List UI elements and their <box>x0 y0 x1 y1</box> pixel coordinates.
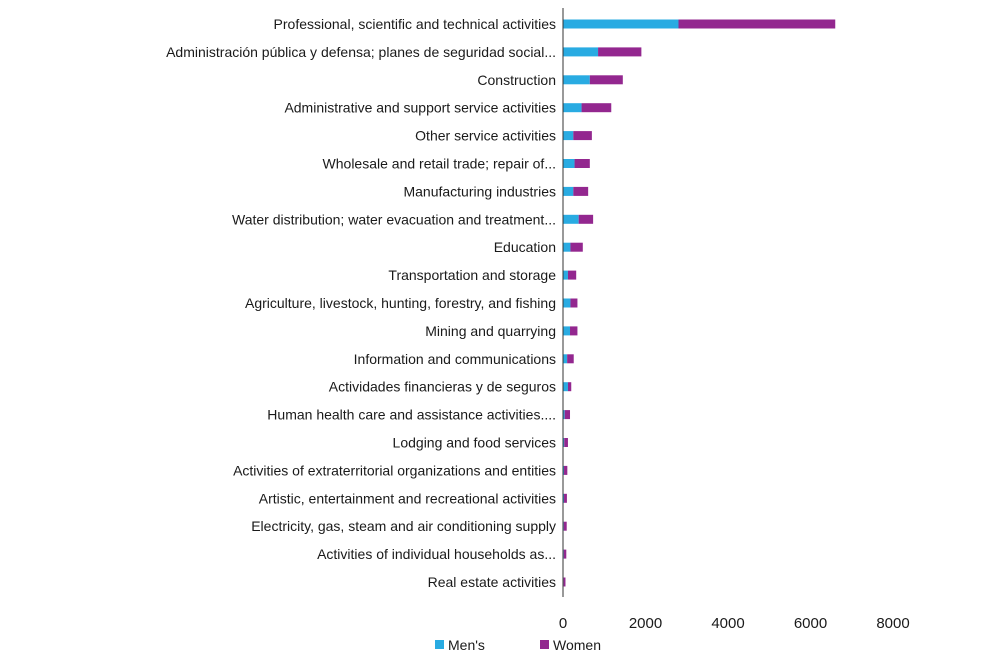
bar-women <box>589 75 623 85</box>
bar-men <box>563 410 565 420</box>
bar-men <box>563 103 582 113</box>
bar-women <box>563 577 566 587</box>
bar-men <box>563 159 575 168</box>
bar-women <box>581 103 612 113</box>
x-tick-label: 2000 <box>629 615 662 632</box>
bar-men <box>563 242 571 252</box>
legend-label-women: Women <box>553 637 601 653</box>
bar-men <box>563 438 565 447</box>
x-tick-labels: 0 2000 4000 6000 8000 <box>559 615 910 632</box>
bar-women <box>570 242 583 252</box>
category-label: Education <box>494 239 556 255</box>
bar-men <box>563 465 565 475</box>
bar-men <box>563 326 571 336</box>
bars-group <box>563 19 836 587</box>
legend-label-men: Men's <box>448 637 485 653</box>
category-label: Information and communications <box>354 351 556 367</box>
bar-women <box>567 354 574 364</box>
bar-women <box>678 19 836 29</box>
legend-swatch-men <box>435 640 444 649</box>
bar-women <box>564 410 571 420</box>
bar-women <box>567 382 572 392</box>
bar-women <box>564 493 567 503</box>
x-tick-label: 4000 <box>711 615 744 632</box>
bar-men <box>563 214 579 224</box>
category-label: Professional, scientific and technical a… <box>274 16 556 32</box>
x-tick-label: 6000 <box>794 615 827 632</box>
bar-men <box>563 131 574 141</box>
category-labels: Professional, scientific and technical a… <box>166 16 556 590</box>
category-label: Lodging and food services <box>393 435 556 451</box>
category-label: Actividades financieras y de seguros <box>329 379 556 395</box>
bar-women <box>573 186 589 196</box>
bar-women <box>563 521 567 531</box>
bar-men <box>563 354 568 364</box>
category-label: Real estate activities <box>428 574 556 590</box>
bar-women <box>564 438 568 447</box>
bar-women <box>564 465 568 475</box>
category-label: Activities of individual households as..… <box>317 546 556 562</box>
category-label: Manufacturing industries <box>403 183 556 199</box>
category-label: Construction <box>477 72 556 88</box>
bar-men <box>563 382 568 392</box>
bar-women <box>563 549 567 559</box>
bar-women <box>574 159 590 168</box>
bar-men <box>563 186 574 196</box>
category-label: Mining and quarrying <box>425 323 556 339</box>
bar-men <box>563 270 568 280</box>
category-label: Activities of extraterritorial organizat… <box>233 462 556 478</box>
category-label: Transportation and storage <box>388 267 556 283</box>
legend: Men's Women <box>435 637 601 653</box>
category-label: Water distribution; water evacuation and… <box>232 211 556 227</box>
category-label: Administración pública y defensa; planes… <box>166 44 556 60</box>
legend-swatch-women <box>540 640 549 649</box>
category-label: Electricity, gas, steam and air conditio… <box>251 518 556 534</box>
bar-women <box>567 270 577 280</box>
bar-women <box>598 47 642 57</box>
bar-men <box>563 19 679 29</box>
category-label: Artistic, entertainment and recreational… <box>259 490 556 506</box>
category-label: Other service activities <box>415 128 556 144</box>
bar-women <box>578 214 594 224</box>
bar-men <box>563 75 590 85</box>
bar-men <box>563 493 565 503</box>
category-label: Agriculture, livestock, hunting, forestr… <box>245 295 556 311</box>
category-label: Wholesale and retail trade; repair of... <box>323 156 556 172</box>
bar-women <box>570 326 578 336</box>
x-tick-label: 0 <box>559 615 567 632</box>
category-label: Administrative and support service activ… <box>284 100 556 116</box>
bar-men <box>563 47 599 57</box>
category-label: Human health care and assistance activit… <box>267 407 556 423</box>
bar-women <box>570 298 578 308</box>
bar-women <box>573 131 592 141</box>
bar-men <box>563 298 571 308</box>
x-tick-label: 8000 <box>876 615 909 632</box>
